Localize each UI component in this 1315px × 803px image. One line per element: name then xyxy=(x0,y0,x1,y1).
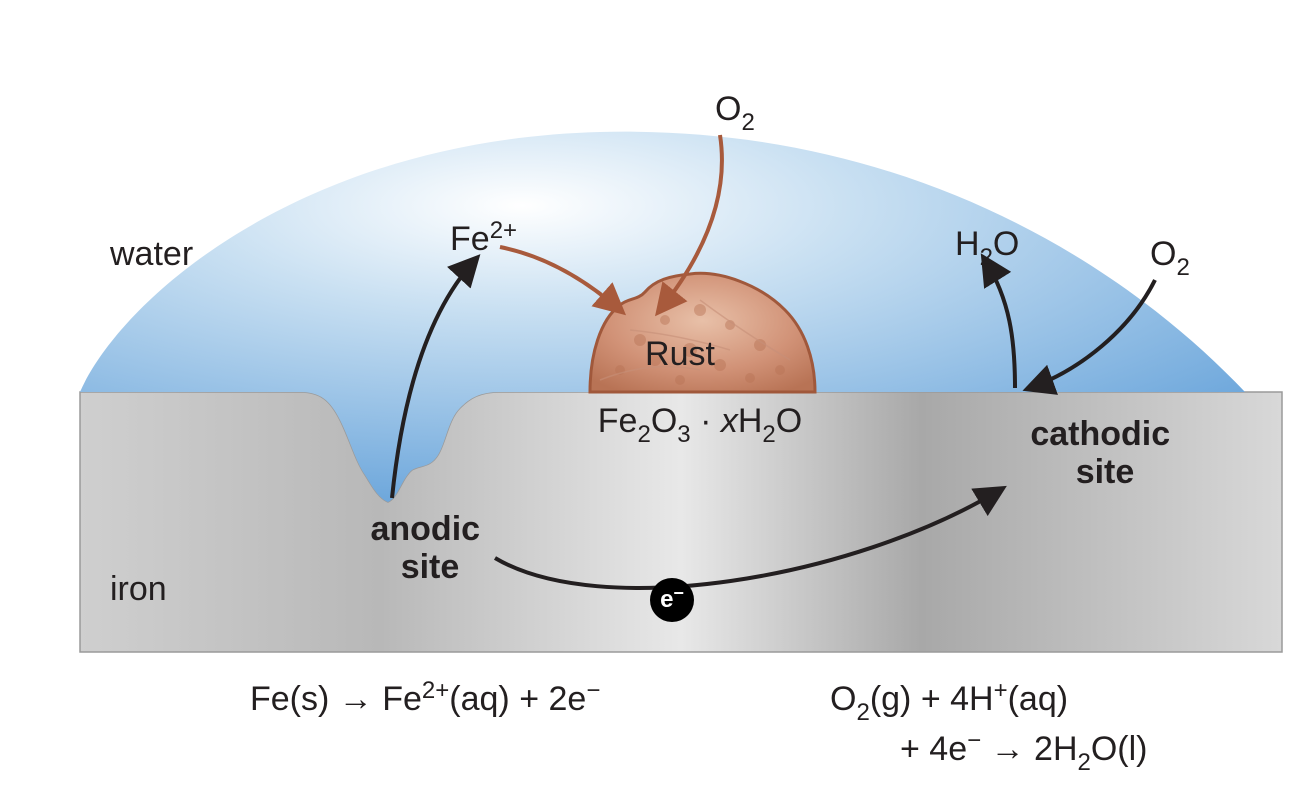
o2-right-label: O2 xyxy=(1150,235,1190,281)
rust-label: Rust xyxy=(645,335,715,373)
electron-e: e xyxy=(660,586,673,613)
equations: Fe(s) → Fe2+(aq) + 2e− O2(g) + 4H+(aq) +… xyxy=(250,677,1148,776)
cathode-equation-line2: + 4e− → 2H2O(l) xyxy=(900,727,1148,776)
electron-minus: − xyxy=(673,583,684,603)
o2-top-label: O2 xyxy=(715,90,755,136)
corrosion-diagram: e− water iron Fe2+ O2 Rust Fe2O3 · xH2O … xyxy=(0,0,1315,803)
cathode-equation-line1: O2(g) + 4H+(aq) xyxy=(830,677,1068,726)
iron-label: iron xyxy=(110,570,167,608)
anode-equation: Fe(s) → Fe2+(aq) + 2e− xyxy=(250,677,600,718)
water-label: water xyxy=(109,235,193,273)
electron-marker: e− xyxy=(650,578,694,622)
